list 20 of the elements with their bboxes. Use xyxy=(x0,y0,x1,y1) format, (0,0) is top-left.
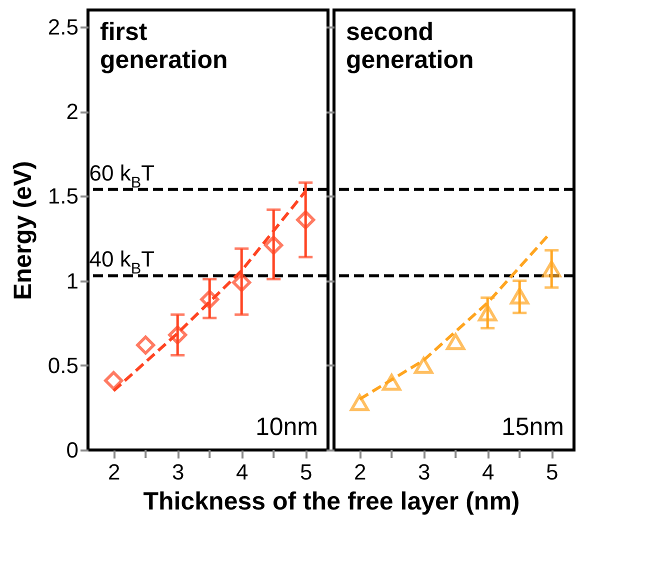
y-tick-label: 1.5 xyxy=(48,184,78,209)
x-tick-label: 3 xyxy=(172,460,184,484)
y-tick-label: 0.5 xyxy=(48,352,78,378)
x-axis-title: Thickness of the free layer (nm) xyxy=(143,488,520,516)
x-tick-label: 2 xyxy=(354,460,366,484)
annotation: second generation xyxy=(346,18,474,74)
x-tick-label: 4 xyxy=(482,460,494,484)
y-tick-label: 2 xyxy=(66,99,78,124)
y-tick-label: 1 xyxy=(66,268,78,294)
annotation: 15nm xyxy=(501,413,564,441)
y-tick-label: 2.5 xyxy=(48,14,78,40)
x-tick-label: 4 xyxy=(236,460,248,484)
x-tick-label: 5 xyxy=(546,460,558,484)
annotation: 10nm xyxy=(255,413,318,441)
y-axis-title: Energy (eV) xyxy=(8,161,37,300)
x-tick-label: 5 xyxy=(300,460,312,484)
annotation: first generation xyxy=(100,18,228,74)
y-tick-label: 0 xyxy=(66,438,78,462)
x-tick-label: 2 xyxy=(108,460,120,484)
x-tick-label: 3 xyxy=(418,460,430,484)
